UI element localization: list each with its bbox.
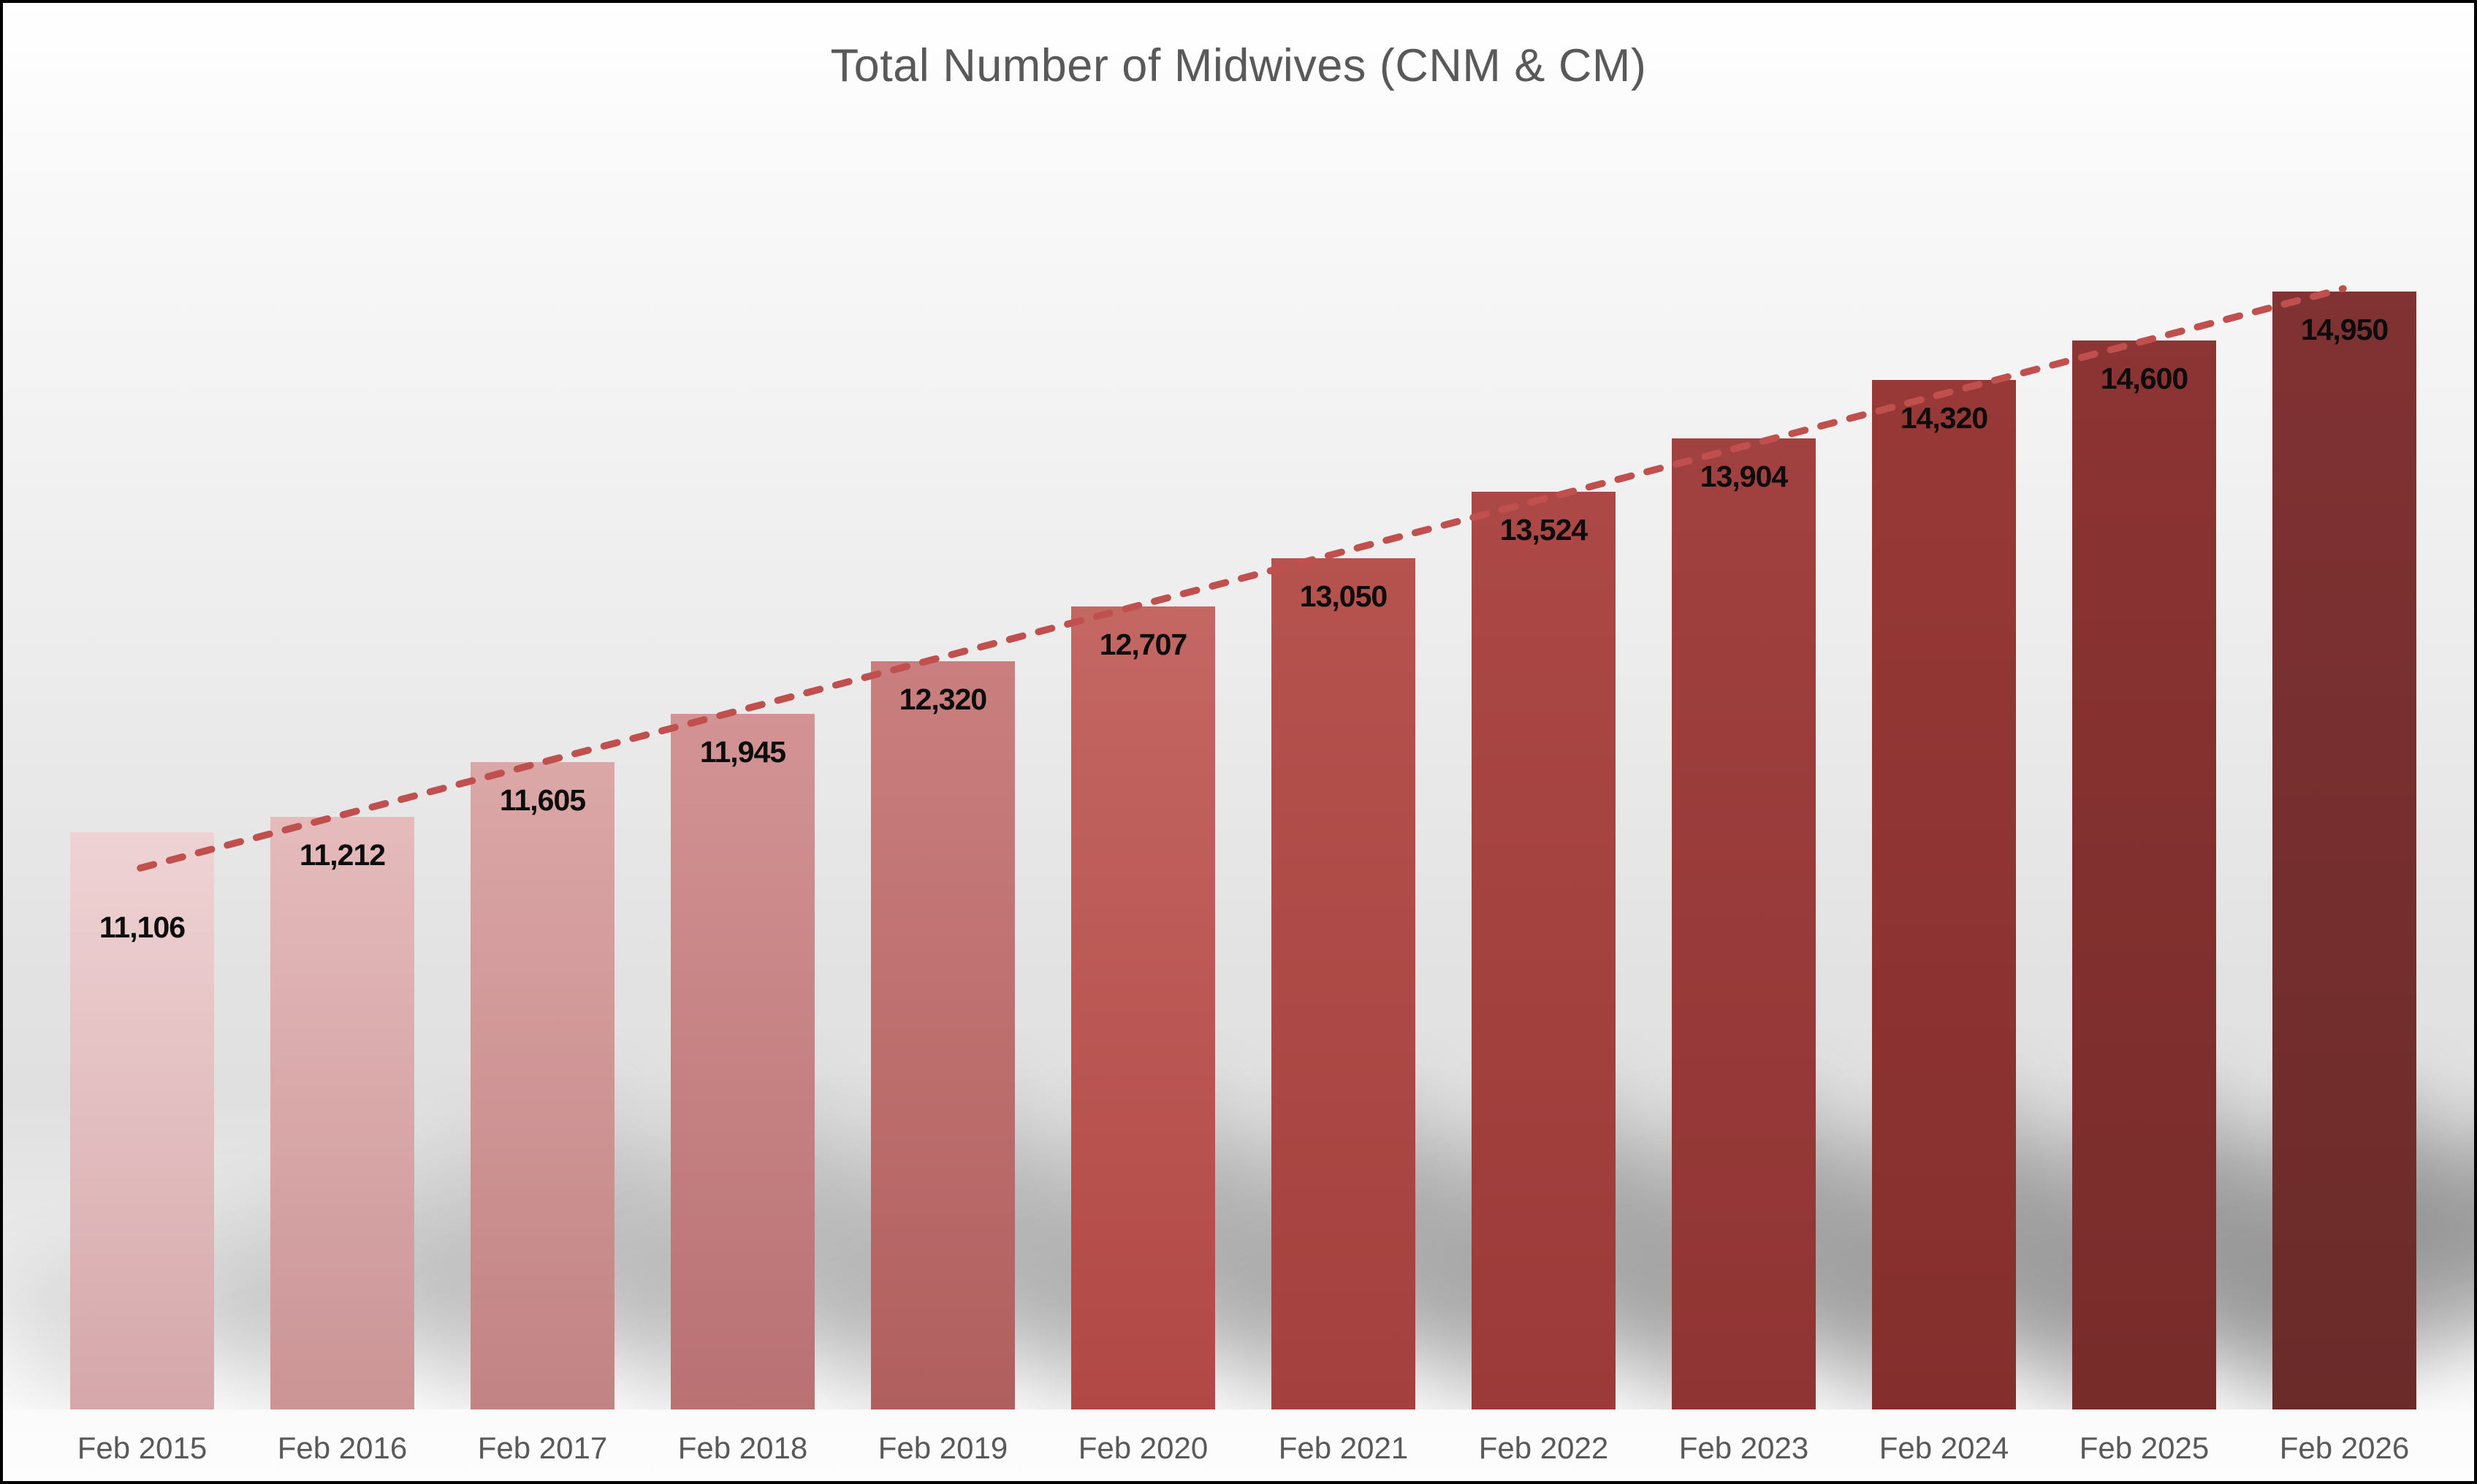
x-axis-label: Feb 2019: [878, 1431, 1008, 1465]
chart-title: Total Number of Midwives (CNM & CM): [830, 40, 1647, 91]
x-axis-label: Feb 2022: [1478, 1431, 1609, 1465]
bar-value-label: 14,320: [1900, 401, 1988, 435]
bar: 11,106: [70, 832, 214, 1409]
x-axis-label: Feb 2025: [2079, 1431, 2210, 1465]
bar: 11,945: [671, 714, 815, 1409]
bar: 12,707: [1071, 606, 1215, 1409]
x-axis-label: Feb 2021: [1278, 1431, 1409, 1465]
x-axis-label: Feb 2018: [677, 1431, 808, 1465]
x-axis-label: Feb 2023: [1678, 1431, 1809, 1465]
bar: 12,320: [871, 661, 1015, 1409]
bar-value-label: 11,212: [299, 838, 386, 872]
x-axis-label: Feb 2024: [1879, 1431, 2009, 1465]
bar-value-label: 11,605: [499, 783, 586, 817]
x-axis-label: Feb 2016: [277, 1431, 408, 1465]
x-axis-label: Feb 2017: [477, 1431, 608, 1465]
bar-value-label: 11,945: [699, 735, 786, 769]
bar-value-label: 12,707: [1099, 628, 1187, 661]
bar: 13,524: [1472, 492, 1616, 1409]
bar: 11,212: [270, 817, 414, 1409]
x-axis-label: Feb 2020: [1078, 1431, 1209, 1465]
bar: 14,320: [1872, 380, 2016, 1409]
bar: 13,050: [1271, 558, 1415, 1409]
bar-value-label: 11,106: [99, 910, 186, 944]
bar: 14,600: [2072, 340, 2216, 1409]
bar-value-label: 14,600: [2100, 362, 2188, 395]
bar-value-label: 14,950: [2300, 313, 2389, 346]
x-axis-label: Feb 2015: [77, 1431, 208, 1465]
bar: 13,904: [1672, 438, 1816, 1409]
bar-value-label: 13,904: [1700, 460, 1788, 493]
bar-value-label: 13,050: [1299, 579, 1388, 613]
bar-value-label: 13,524: [1499, 513, 1588, 547]
bar: 14,950: [2272, 292, 2416, 1409]
bar-value-label: 12,320: [899, 682, 987, 716]
x-axis-label: Feb 2026: [2279, 1431, 2410, 1465]
bar: 11,605: [471, 762, 615, 1409]
